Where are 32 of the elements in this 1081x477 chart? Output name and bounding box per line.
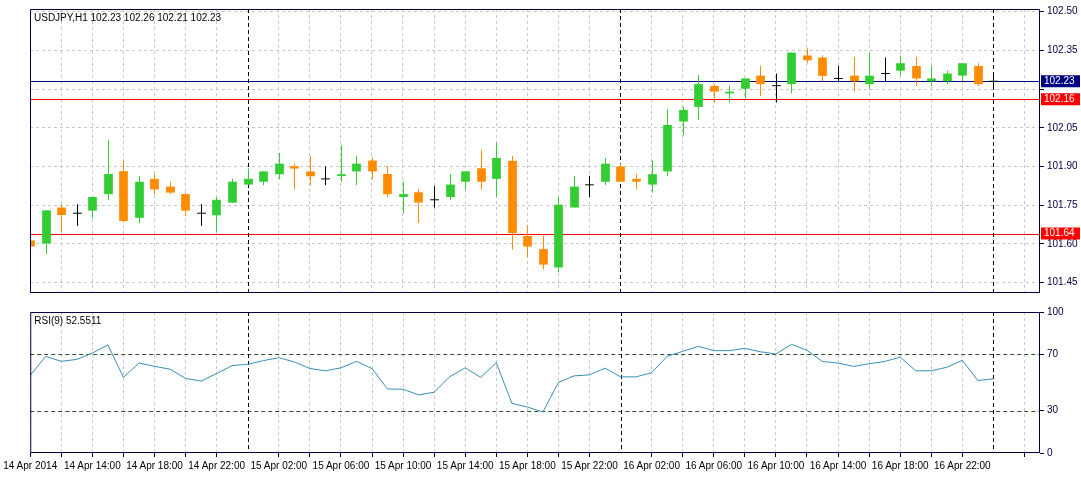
x-tick-label: 14 Apr 22:00 bbox=[188, 459, 246, 471]
y-tick-label: 102.50 bbox=[1047, 5, 1079, 17]
ref-line-label: 101.64 bbox=[1044, 227, 1076, 239]
x-tick-label: 15 Apr 02:00 bbox=[250, 459, 308, 471]
y-tick-label: 0 bbox=[1047, 446, 1053, 458]
x-tick-label: 15 Apr 10:00 bbox=[374, 459, 432, 471]
x-tick-label: 15 Apr 06:00 bbox=[312, 459, 370, 471]
y-tick-label: 101.60 bbox=[1047, 237, 1079, 249]
y-tick-label: 30 bbox=[1047, 404, 1059, 416]
y-tick-label: 101.90 bbox=[1047, 160, 1079, 172]
x-tick-label: 14 Apr 14:00 bbox=[64, 459, 122, 471]
x-tick-label: 16 Apr 02:00 bbox=[623, 459, 681, 471]
x-tick-label: 16 Apr 06:00 bbox=[685, 459, 743, 471]
x-tick-label: 15 Apr 18:00 bbox=[499, 459, 557, 471]
ref-line-label: 102.16 bbox=[1044, 93, 1076, 105]
y-tick-label: 101.45 bbox=[1047, 276, 1079, 288]
x-tick-label: 16 Apr 18:00 bbox=[871, 459, 929, 471]
x-tick-label: 16 Apr 14:00 bbox=[809, 459, 867, 471]
y-tick-label: 102.05 bbox=[1047, 121, 1079, 133]
x-tick-label: 16 Apr 22:00 bbox=[933, 459, 992, 471]
x-tick-label: 14 Apr 18:00 bbox=[126, 459, 184, 471]
y-tick-label: 102.35 bbox=[1047, 44, 1079, 56]
chart-title: USDJPY,H1 102.23 102.26 102.21 102.23 bbox=[34, 11, 222, 23]
x-tick-label: 16 Apr 10:00 bbox=[747, 459, 805, 471]
y-tick-label: 100 bbox=[1047, 305, 1065, 317]
chart-title: RSI(9) 52.5511 bbox=[34, 314, 102, 326]
x-tick-label: 15 Apr 14:00 bbox=[436, 459, 495, 471]
x-tick-label: 14 Apr 2014 bbox=[3, 459, 58, 471]
y-tick-label: 101.75 bbox=[1047, 198, 1079, 210]
ref-line-label: 102.23 bbox=[1044, 75, 1076, 87]
x-tick-label: 15 Apr 22:00 bbox=[561, 459, 619, 471]
y-tick-label: 70 bbox=[1047, 348, 1059, 360]
